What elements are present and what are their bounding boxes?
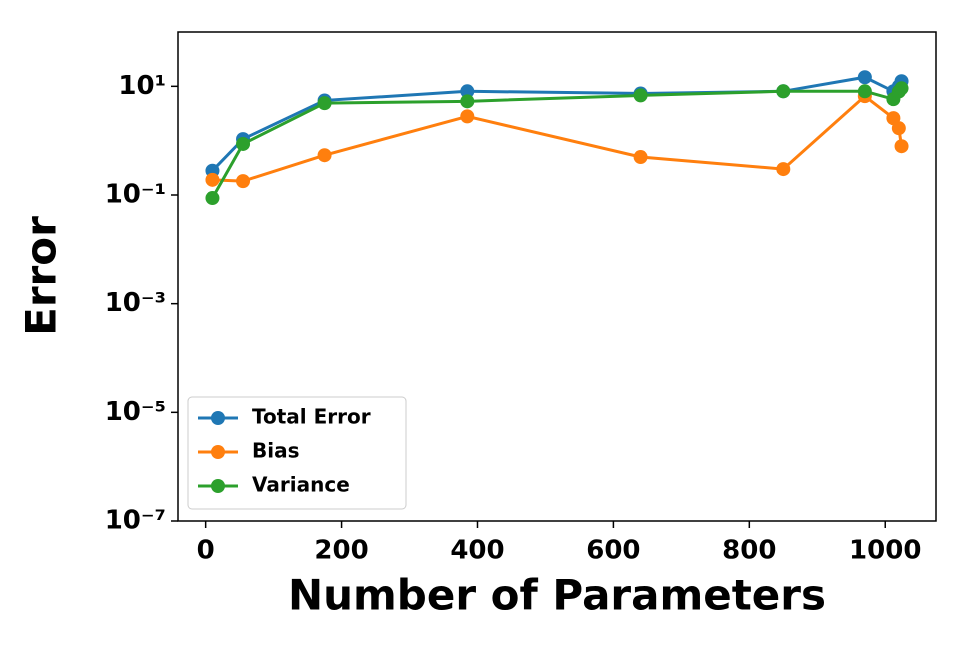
- point: [317, 148, 332, 163]
- y-axis-label: Error: [17, 216, 66, 336]
- x-tick-label: 200: [314, 536, 368, 566]
- x-axis-label: Number of Parameters: [288, 571, 826, 620]
- legend-box: [187, 396, 407, 510]
- y-tick-label: 10⁻⁵: [105, 397, 166, 427]
- point: [894, 81, 909, 96]
- legend-marker: [211, 479, 225, 493]
- point: [205, 191, 220, 206]
- x-tick-label: 600: [586, 536, 640, 566]
- point: [460, 109, 475, 124]
- y-tick-label: 10¹: [118, 71, 166, 101]
- point: [633, 150, 648, 165]
- point: [236, 136, 251, 151]
- x-tick-label: 0: [197, 536, 215, 566]
- legend-marker: [211, 445, 225, 459]
- y-tick-label: 10⁻⁷: [105, 506, 166, 536]
- plot-frame: [177, 31, 937, 522]
- point: [776, 84, 791, 99]
- point: [776, 162, 791, 177]
- x-tick-label: 1000: [849, 536, 921, 566]
- legend-label: Bias: [252, 439, 300, 463]
- legend-label: Total Error: [252, 405, 371, 429]
- y-tick-label: 10⁻¹: [105, 180, 166, 210]
- y-tick-label: 10⁻³: [105, 288, 166, 318]
- point: [857, 70, 872, 85]
- point: [460, 84, 475, 99]
- point: [460, 94, 475, 109]
- x-tick-label: 800: [722, 536, 776, 566]
- point: [317, 96, 332, 111]
- x-tick-label: 400: [450, 536, 504, 566]
- legend-marker: [211, 411, 225, 425]
- point: [205, 172, 220, 187]
- point: [236, 174, 251, 189]
- point: [857, 84, 872, 99]
- point: [894, 139, 909, 154]
- point: [633, 88, 648, 103]
- point: [891, 121, 906, 136]
- legend-label: Variance: [252, 473, 350, 497]
